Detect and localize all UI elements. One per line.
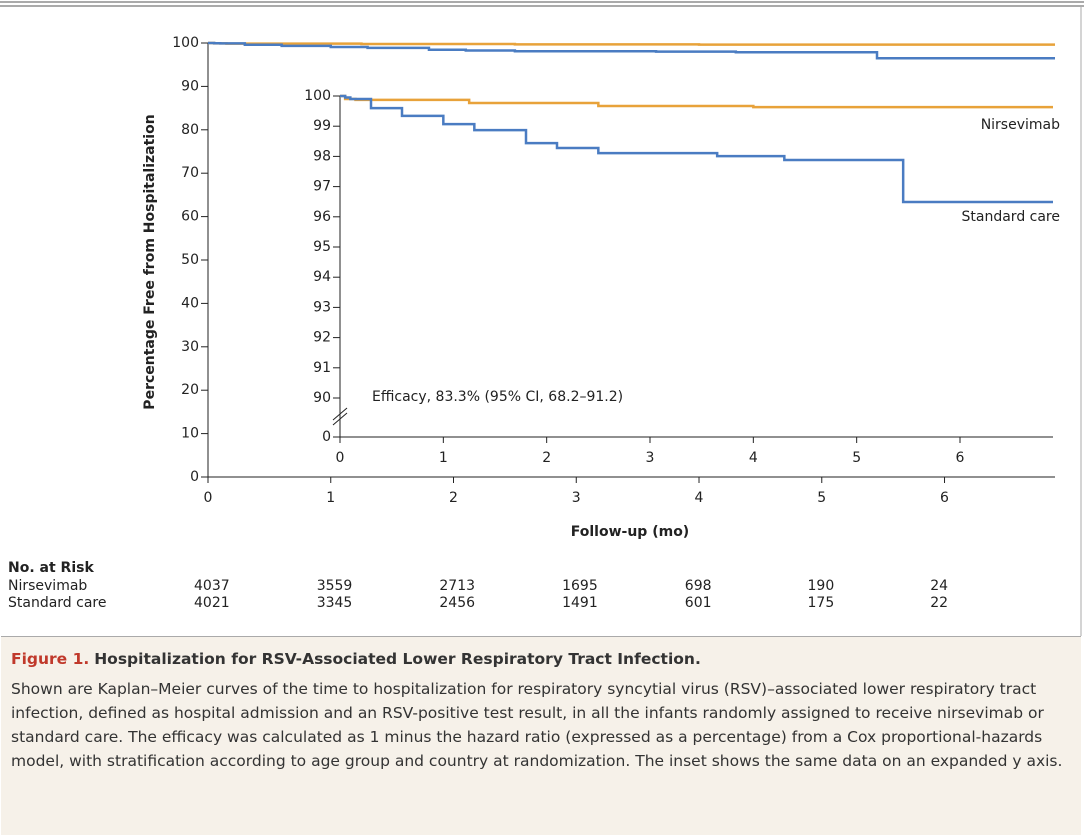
y-tick-label: 0 <box>322 429 331 445</box>
y-tick-label: 50 <box>181 252 199 268</box>
y-tick-label: 97 <box>313 179 331 195</box>
x-tick-label: 2 <box>449 490 458 506</box>
y-tick-label: 93 <box>313 299 331 315</box>
x-tick-label: 5 <box>852 450 861 466</box>
risk-value: 1695 <box>562 578 598 594</box>
y-tick-label: 100 <box>304 88 331 104</box>
x-tick-label: 6 <box>956 450 965 466</box>
y-tick-label: 95 <box>313 239 331 255</box>
y-tick-label: 40 <box>181 295 199 311</box>
y-tick-label: 20 <box>181 382 199 398</box>
y-tick-label: 90 <box>313 390 331 406</box>
y-tick-label: 98 <box>313 148 331 164</box>
risk-value: 1491 <box>562 595 598 611</box>
risk-title: No. at Risk <box>8 560 94 576</box>
risk-value: 3345 <box>317 595 353 611</box>
survival-curve <box>208 41 1055 60</box>
x-tick-label: 3 <box>572 490 581 506</box>
y-tick-label: 99 <box>313 118 331 134</box>
risk-row-name: Nirsevimab <box>8 578 87 594</box>
risk-value: 2456 <box>439 595 475 611</box>
x-tick-label: 1 <box>326 490 335 506</box>
x-tick-label: 0 <box>336 450 345 466</box>
x-tick-label: 4 <box>749 450 758 466</box>
x-tick-label: 6 <box>940 490 949 506</box>
risk-value: 24 <box>930 578 948 594</box>
x-tick-label: 2 <box>542 450 551 466</box>
survival-curve <box>208 41 1055 46</box>
y-tick-label: 0 <box>190 469 199 485</box>
caption-text: Shown are Kaplan–Meier curves of the tim… <box>11 680 1063 770</box>
y-tick-label: 100 <box>172 35 199 51</box>
survival-curve <box>340 94 1053 204</box>
y-tick-label: 30 <box>181 339 199 355</box>
caption: Figure 1. Hospitalization for RSV-Associ… <box>1 636 1081 835</box>
y-tick-label: 91 <box>313 360 331 376</box>
risk-value: 698 <box>685 578 712 594</box>
x-tick-label: 0 <box>204 490 213 506</box>
annotation: Efficacy, 83.3% (95% CI, 68.2–91.2) <box>372 389 623 405</box>
y-tick-label: 70 <box>181 165 199 181</box>
figure-title: Hospitalization for RSV-Associated Lower… <box>94 650 701 668</box>
risk-value: 601 <box>685 595 712 611</box>
x-tick-label: 5 <box>817 490 826 506</box>
x-tick-label: 4 <box>695 490 704 506</box>
y-tick-label: 90 <box>181 78 199 94</box>
series-label: Nirsevimab <box>981 117 1060 133</box>
risk-value: 190 <box>808 578 835 594</box>
chart: Follow-up (mo) Percentage Free from Hosp… <box>0 1 1084 636</box>
y-tick-label: 60 <box>181 209 199 225</box>
risk-value: 175 <box>808 595 835 611</box>
y-axis-label: Percentage Free from Hospitalization <box>142 114 158 409</box>
x-tick-label: 3 <box>646 450 655 466</box>
risk-value: 2713 <box>439 578 475 594</box>
survival-curve <box>340 94 1053 109</box>
figure-label: Figure 1. <box>11 650 90 668</box>
x-tick-label: 1 <box>439 450 448 466</box>
y-tick-label: 10 <box>181 426 199 442</box>
y-tick-label: 80 <box>181 122 199 138</box>
y-tick-label: 92 <box>313 330 331 346</box>
series-label: Standard care <box>962 209 1060 225</box>
y-tick-label: 94 <box>313 269 331 285</box>
risk-value: 22 <box>930 595 948 611</box>
x-axis-label: Follow-up (mo) <box>571 524 689 540</box>
risk-value: 4037 <box>194 578 230 594</box>
y-tick-label: 96 <box>313 209 331 225</box>
risk-row-name: Standard care <box>8 595 106 611</box>
risk-value: 4021 <box>194 595 230 611</box>
risk-value: 3559 <box>317 578 353 594</box>
